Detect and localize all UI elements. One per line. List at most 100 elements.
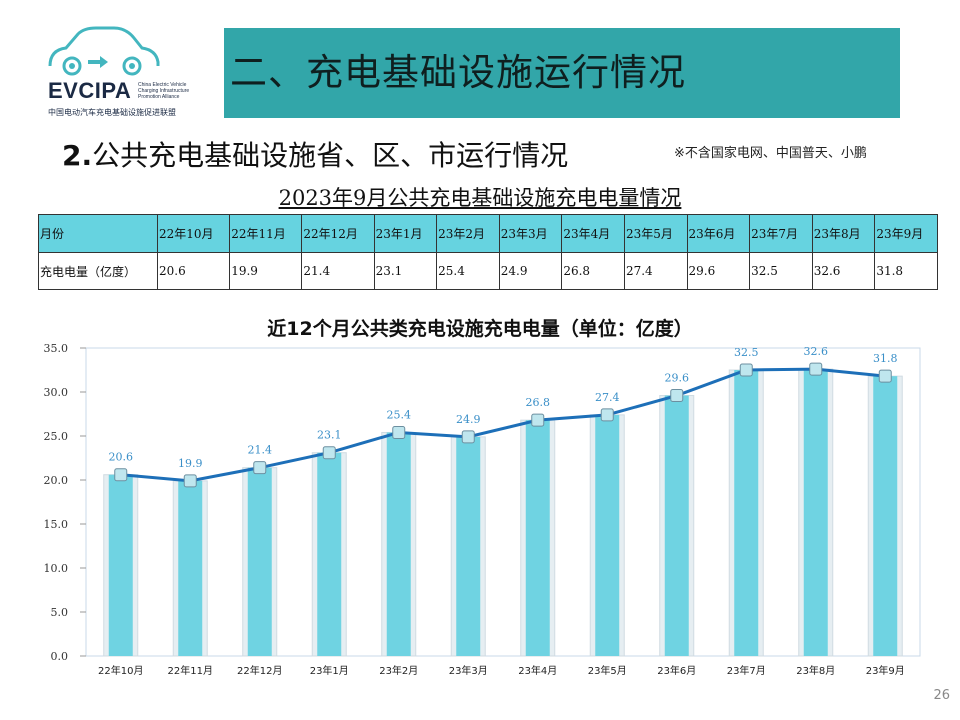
evcipa-logo: EVCIPA China Electric Vehicle Charging I… — [44, 26, 204, 121]
value-cell: 27.4 — [623, 252, 688, 290]
car-plug-icon — [48, 26, 160, 76]
bar — [456, 436, 481, 656]
point-marker — [253, 461, 267, 475]
table-title: 2023年9月公共充电基础设施充电电量情况 — [278, 186, 682, 210]
data-label: 23.1 — [317, 429, 342, 442]
data-label: 21.4 — [248, 444, 273, 457]
point-marker — [670, 389, 684, 403]
month-cell: 23年2月 — [436, 214, 500, 253]
month-cell: 23年5月 — [623, 214, 688, 253]
value-cell: 19.9 — [229, 252, 303, 290]
x-tick-label: 22年12月 — [237, 664, 282, 677]
data-label: 19.9 — [178, 457, 203, 470]
x-tick-label: 23年6月 — [657, 664, 696, 677]
data-label: 26.8 — [526, 396, 551, 409]
data-label: 32.6 — [804, 345, 829, 358]
page-number: 26 — [933, 688, 950, 703]
exclusion-note: ※不含国家电网、中国普天、小鹏 — [674, 146, 867, 161]
table-value-row: 充电电量（亿度） 20.6 19.9 21.4 23.1 25.4 24.9 2… — [38, 252, 938, 290]
x-tick-label: 23年5月 — [588, 664, 627, 677]
bar — [108, 474, 133, 656]
month-cell: 23年8月 — [811, 214, 876, 253]
bar — [178, 480, 203, 656]
point-marker — [183, 474, 197, 488]
month-cell: 23年4月 — [561, 214, 625, 253]
value-cell: 32.6 — [811, 252, 876, 290]
month-cell: 22年11月 — [229, 214, 303, 253]
value-cell: 32.5 — [749, 252, 813, 290]
page-title: 二、充电基础设施运行情况 — [230, 51, 686, 94]
section-number: 2. — [62, 139, 93, 172]
x-tick-label: 22年11月 — [168, 664, 213, 677]
point-marker — [739, 363, 753, 377]
x-tick-label: 23年8月 — [796, 664, 835, 677]
y-tick-label: 0.0 — [51, 650, 69, 663]
bar — [595, 414, 620, 656]
section-heading: 2.公共充电基础设施省、区、市运行情况 — [62, 134, 568, 174]
bar — [803, 369, 828, 656]
point-marker — [878, 369, 892, 383]
point-marker — [809, 362, 823, 376]
data-label: 31.8 — [873, 352, 898, 365]
value-cell: 26.8 — [561, 252, 625, 290]
month-cell: 23年9月 — [874, 214, 938, 253]
point-marker — [531, 413, 545, 427]
bar — [734, 370, 759, 656]
bar — [664, 395, 689, 656]
y-tick-label: 30.0 — [44, 386, 69, 399]
title-banner: 二、充电基础设施运行情况 — [224, 28, 900, 118]
point-marker — [392, 425, 406, 439]
data-label: 27.4 — [595, 391, 620, 404]
bar — [317, 452, 342, 656]
logo-english-name: China Electric Vehicle Charging Infrastr… — [138, 82, 190, 100]
month-cell: 23年7月 — [749, 214, 813, 253]
value-cell: 23.1 — [373, 252, 438, 290]
row-label-month: 月份 — [38, 214, 158, 253]
table-header-row: 月份 22年10月 22年11月 22年12月 23年1月 23年2月 23年3… — [38, 214, 938, 253]
bar — [873, 376, 898, 656]
x-tick-label: 23年4月 — [518, 664, 557, 677]
x-tick-label: 23年3月 — [449, 664, 488, 677]
data-label: 29.6 — [665, 372, 690, 385]
value-cell: 20.6 — [156, 252, 231, 290]
x-tick-label: 23年7月 — [727, 664, 766, 677]
value-cell: 21.4 — [301, 252, 375, 290]
month-cell: 23年6月 — [686, 214, 751, 253]
point-marker — [600, 408, 614, 422]
chart-title: 近12个月公共类充电设施充电电量（单位：亿度） — [267, 318, 693, 340]
bar — [386, 432, 411, 656]
point-marker — [114, 468, 128, 482]
point-marker — [322, 446, 336, 460]
data-label: 32.5 — [734, 346, 759, 359]
value-cell: 31.8 — [874, 252, 938, 290]
month-cell: 22年12月 — [301, 214, 375, 253]
y-tick-label: 20.0 — [44, 474, 69, 487]
x-tick-label: 22年10月 — [98, 664, 143, 677]
bar — [247, 467, 272, 656]
data-label: 24.9 — [456, 413, 481, 426]
month-cell: 23年3月 — [498, 214, 563, 253]
section-title: 公共充电基础设施省、区、市运行情况 — [92, 139, 569, 172]
plot-area — [85, 347, 921, 657]
month-cell: 23年1月 — [373, 214, 438, 253]
x-tick-label: 23年2月 — [379, 664, 418, 677]
value-cell: 24.9 — [498, 252, 563, 290]
data-label: 25.4 — [387, 408, 412, 421]
logo-chinese-name: 中国电动汽车充电基础设施促进联盟 — [48, 108, 176, 117]
charging-volume-chart: 0.0 5.0 10.0 15.0 20.0 25.0 30.0 35.0 22年10月 22年1… — [44, 342, 921, 677]
y-tick-label: 5.0 — [51, 606, 69, 619]
logo-abbr: EVCIPA — [48, 78, 132, 103]
y-tick-label: 25.0 — [44, 430, 69, 443]
month-cell: 22年10月 — [156, 214, 231, 253]
data-label: 20.6 — [109, 451, 134, 464]
series-line — [120, 367, 886, 483]
bar — [525, 420, 550, 656]
y-tick-label: 35.0 — [44, 342, 69, 355]
x-tick-label: 23年9月 — [866, 664, 905, 677]
point-marker — [461, 430, 475, 444]
charging-volume-table: 月份 22年10月 22年11月 22年12月 23年1月 23年2月 23年3… — [38, 214, 938, 290]
y-tick-label: 10.0 — [44, 562, 69, 575]
value-cell: 29.6 — [686, 252, 751, 290]
y-tick-label: 15.0 — [44, 518, 69, 531]
value-cell: 25.4 — [436, 252, 500, 290]
